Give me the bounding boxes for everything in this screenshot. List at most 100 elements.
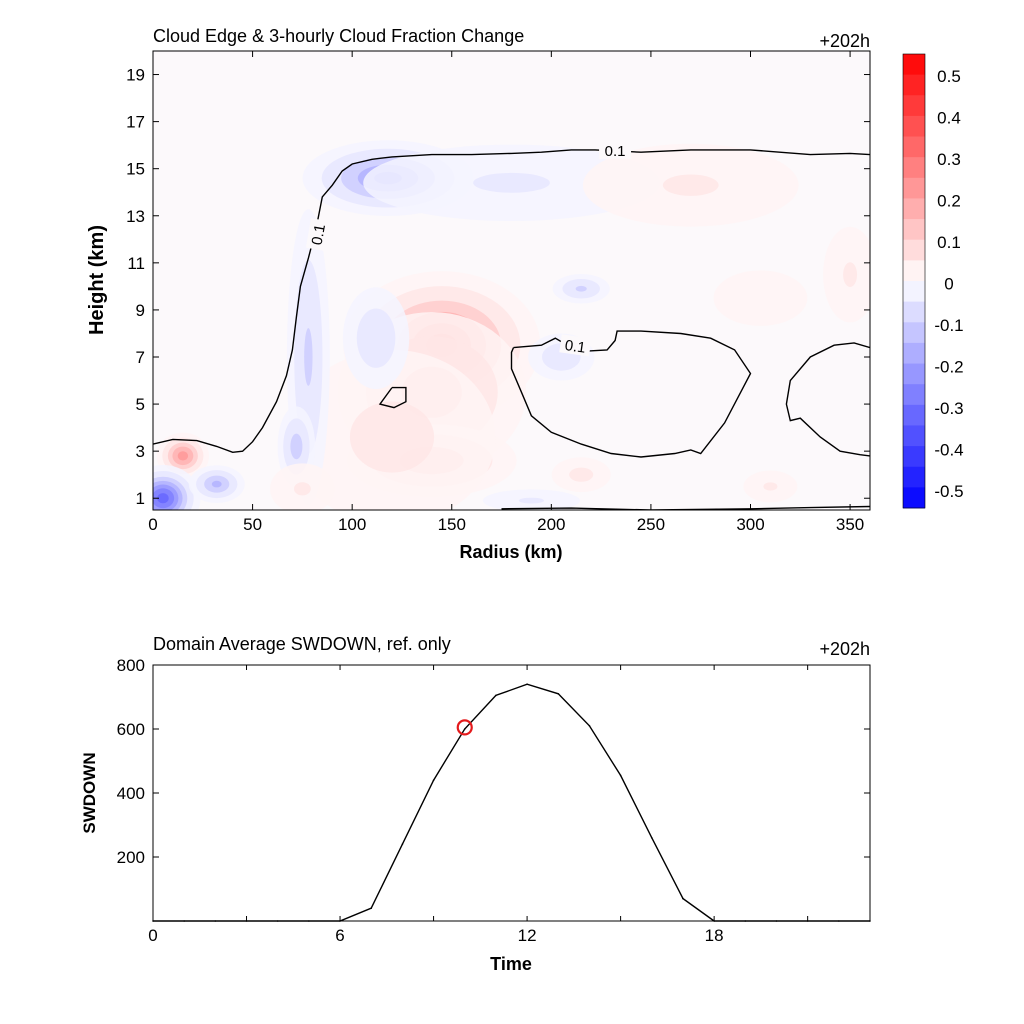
- data-point: [869, 920, 871, 922]
- colorbar-label: 0: [944, 275, 953, 294]
- data-point: [245, 920, 248, 922]
- data-point: [650, 837, 653, 839]
- contour-label: 0.1: [309, 223, 329, 246]
- current-time-marker: [456, 719, 473, 736]
- heatmap-frame: [152, 50, 871, 511]
- colorbar-segment: [903, 136, 925, 158]
- data-point: [682, 897, 684, 900]
- colorbar-segment: [903, 487, 925, 509]
- colorbar-segment: [903, 446, 925, 468]
- contour-labels: 0.1 0.1 0.1: [305, 140, 632, 357]
- x-tick-label: 100: [338, 515, 366, 534]
- contour-label: 0.1: [564, 337, 587, 357]
- y-tick-label: 5: [136, 395, 145, 414]
- colorbar-segment: [903, 239, 925, 261]
- heatmap-x-ticks: 0 50 100 150 200 250 300 350: [148, 51, 864, 534]
- anomaly-blob: [552, 273, 610, 304]
- anomaly-field: [153, 140, 870, 510]
- y-tick-label: 400: [117, 784, 145, 803]
- y-tick-label: 3: [136, 442, 145, 461]
- colorbar-segment: [903, 281, 925, 303]
- x-tick-label: 350: [836, 515, 864, 534]
- colorbar-segment: [903, 404, 925, 426]
- y-tick-label: 600: [117, 720, 145, 739]
- data-point: [339, 920, 341, 922]
- anomaly-level: [304, 328, 313, 386]
- colorbar-frame: [902, 53, 926, 509]
- contour-line: [510, 330, 752, 458]
- anomaly-level: [473, 172, 550, 193]
- contour-label-background: [559, 334, 592, 357]
- colorbar-segment: [903, 466, 925, 488]
- data-point: [432, 779, 435, 781]
- line-y-axis-label: SWDOWN: [80, 752, 99, 833]
- heatmap-time-label: +202h: [819, 31, 870, 51]
- y-tick-label: 1: [136, 489, 145, 508]
- x-tick-label: 12: [518, 926, 537, 945]
- data-point: [744, 920, 747, 922]
- y-tick-label: 19: [126, 66, 145, 85]
- line-plot-area: [152, 664, 871, 922]
- colorbar-segment: [903, 74, 925, 96]
- heatmap-y-axis-label: Height (km): [86, 225, 108, 335]
- contour-label-background: [305, 218, 329, 251]
- cloud-fraction-panel: Cloud Edge & 3-hourly Cloud Fraction Cha…: [86, 26, 964, 562]
- colorbar-label: 0.3: [937, 150, 961, 169]
- colorbar-segment: [903, 177, 925, 199]
- heatmap-x-axis-label: Radius (km): [459, 542, 562, 562]
- data-point: [775, 920, 778, 922]
- contour-line: [378, 386, 407, 409]
- data-point: [401, 843, 404, 845]
- colorbar-label: 0.2: [937, 192, 961, 211]
- data-point: [308, 920, 310, 922]
- anomaly-level: [157, 493, 169, 504]
- colorbar-segment: [903, 198, 925, 220]
- data-point: [838, 920, 840, 922]
- colorbar-segment: [903, 342, 925, 364]
- line-title: Domain Average SWDOWN, ref. only: [153, 634, 451, 654]
- colorbar-segment: [903, 219, 925, 241]
- anomaly-level: [290, 433, 303, 460]
- x-tick-label: 18: [705, 926, 724, 945]
- y-tick-label: 17: [126, 113, 145, 132]
- data-point: [619, 774, 622, 777]
- y-tick-label: 9: [136, 301, 145, 320]
- colorbar-segment: [903, 260, 925, 282]
- colorbar-label: -0.5: [934, 482, 963, 501]
- x-tick-label: 300: [736, 515, 764, 534]
- data-point: [214, 920, 217, 922]
- colorbar-label: -0.1: [934, 316, 963, 335]
- anomaly-blob: [153, 464, 201, 510]
- contour-line: [785, 342, 870, 457]
- colorbar-label: 0.4: [937, 109, 961, 128]
- data-point: [806, 920, 809, 922]
- x-tick-label: 250: [637, 515, 665, 534]
- colorbar-segment: [903, 384, 925, 406]
- anomaly-level: [713, 270, 808, 326]
- anomaly-level: [763, 482, 778, 491]
- colorbar-segment: [903, 115, 925, 137]
- colorbar-label: -0.2: [934, 358, 963, 377]
- contour-line: [501, 505, 870, 510]
- data-point: [713, 920, 715, 922]
- y-tick-label: 200: [117, 848, 145, 867]
- anomaly-level: [518, 497, 544, 504]
- anomaly-blob: [288, 349, 496, 510]
- x-tick-label: 200: [537, 515, 565, 534]
- data-point: [588, 725, 591, 727]
- data-point: [183, 920, 185, 922]
- colorbar-segment: [903, 54, 925, 76]
- colorbar-label: -0.4: [934, 441, 963, 460]
- colorbar-segment: [903, 95, 925, 117]
- colorbar-label: 0.1: [937, 233, 961, 252]
- heatmap-title: Cloud Edge & 3-hourly Cloud Fraction Cha…: [153, 26, 524, 46]
- line-x-axis-label: Time: [490, 954, 532, 974]
- contour-label: 0.1: [605, 143, 626, 160]
- data-point: [370, 907, 373, 909]
- data-point: [526, 683, 528, 685]
- anomaly-blob: [713, 270, 808, 326]
- line-time-label: +202h: [819, 639, 870, 659]
- x-tick-label: 0: [148, 926, 157, 945]
